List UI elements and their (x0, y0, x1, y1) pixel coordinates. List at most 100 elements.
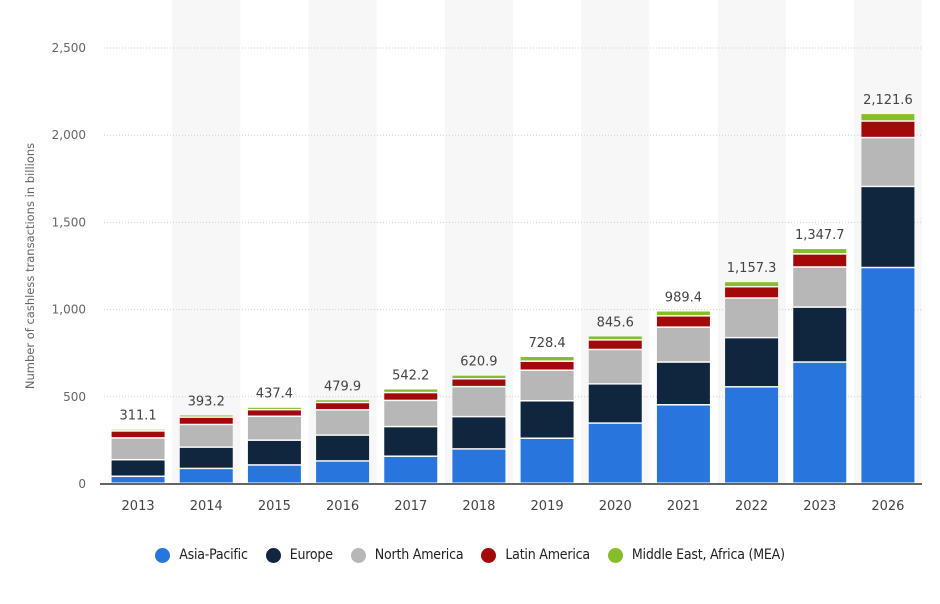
bar-segment (452, 387, 506, 416)
bars (111, 114, 915, 483)
bar-segment (247, 465, 301, 483)
legend-item-asia-pacific[interactable]: Asia-Pacific (155, 547, 248, 563)
y-axis-title: Number of cashless transactions in billi… (23, 143, 37, 389)
bar-segment (725, 287, 779, 298)
bar-segment (656, 311, 710, 316)
bar-segment (316, 403, 370, 410)
x-tick-label: 2017 (394, 499, 427, 514)
x-tick-label: 2016 (326, 499, 359, 514)
legend: Asia-Pacific Europe North America Latin … (0, 547, 940, 563)
bar-segment (111, 438, 165, 459)
x-tick-label: 2022 (735, 499, 768, 514)
legend-item-north-america[interactable]: North America (350, 547, 464, 563)
bar-segment (520, 439, 574, 483)
data-label-total: 1,347.7 (795, 228, 845, 243)
legend-dot-icon (155, 547, 171, 563)
bar-segment (793, 307, 847, 362)
bar-segment (725, 387, 779, 483)
column-band (172, 0, 241, 484)
bar-segment (656, 316, 710, 327)
bar-segment (247, 417, 301, 440)
x-axis-ticks: 2013 2014 2015 2016 2017 2018 2019 2020 2021 2022… (122, 499, 905, 514)
bar-segment (588, 336, 642, 340)
bar-segment (588, 350, 642, 384)
legend-dot-icon (350, 547, 366, 563)
bar-segment (247, 410, 301, 416)
bar-segment (725, 282, 779, 286)
bar-segment (452, 379, 506, 386)
bar-segment (384, 401, 438, 426)
bar-segment (861, 121, 915, 137)
legend-dot-icon (481, 547, 497, 563)
bar-segment (316, 410, 370, 435)
data-label-total: 2,121.6 (863, 93, 913, 108)
bar-segment (520, 361, 574, 370)
bar-segment (861, 268, 915, 483)
bar-segment (179, 425, 233, 447)
y-tick-label: 2,500 (52, 41, 86, 55)
bar-segment (793, 254, 847, 267)
legend-label: Europe (289, 547, 333, 563)
y-tick-label: 2,000 (52, 128, 86, 142)
bar-segment (179, 447, 233, 468)
x-tick-label: 2014 (190, 499, 223, 514)
x-tick-label: 2021 (667, 499, 700, 514)
x-tick-label: 2026 (871, 499, 904, 514)
bar-segment (725, 298, 779, 337)
bar-segment (452, 375, 506, 379)
bar-segment (793, 362, 847, 483)
legend-label: Latin America (505, 547, 590, 563)
bar-segment (861, 114, 915, 121)
bar-segment (520, 357, 574, 361)
y-axis-ticks: 0 500 1,000 1,500 2,000 2,500 (52, 41, 86, 491)
bar-segment (384, 427, 438, 456)
bar-segment (520, 401, 574, 438)
bar-segment (793, 249, 847, 254)
bar-segment (111, 460, 165, 476)
data-label-total: 620.9 (460, 355, 497, 370)
legend-item-latin-america[interactable]: Latin America (481, 547, 590, 563)
legend-label: Asia-Pacific (179, 547, 248, 563)
gridlines (104, 47, 922, 398)
data-label-total: 542.2 (392, 368, 429, 383)
bar-segment (316, 435, 370, 461)
x-tick-label: 2023 (803, 499, 836, 514)
bar-segment (316, 461, 370, 483)
x-tick-label: 2019 (531, 499, 564, 514)
y-tick-label: 500 (63, 390, 86, 404)
data-label-total: 989.4 (665, 290, 702, 305)
bar-segment (588, 340, 642, 349)
data-label-total: 437.4 (256, 387, 293, 402)
y-tick-label: 1,500 (52, 215, 86, 229)
legend-dot-icon (607, 547, 623, 563)
bar-segment (384, 456, 438, 483)
data-label-total: 479.9 (324, 379, 361, 394)
bar-segment (247, 440, 301, 465)
legend-label: North America (374, 547, 464, 563)
bar-segment (588, 384, 642, 423)
data-label-total: 311.1 (119, 409, 156, 424)
bar-segment (384, 393, 438, 400)
bar-segment (247, 407, 301, 409)
legend-item-mea[interactable]: Middle East, Africa (MEA) (607, 547, 785, 563)
data-label-total: 728.4 (528, 336, 565, 351)
bar-segment (111, 431, 165, 438)
bar-segment (588, 423, 642, 483)
bar-segment (861, 187, 915, 267)
legend-label: Middle East, Africa (MEA) (631, 547, 785, 563)
bar-segment (452, 417, 506, 449)
legend-item-europe[interactable]: Europe (265, 547, 333, 563)
bar-segment (316, 400, 370, 402)
x-tick-label: 2013 (122, 499, 155, 514)
data-label-total: 393.2 (188, 394, 225, 409)
bar-segment (384, 389, 438, 392)
y-tick-label: 0 (78, 477, 86, 491)
bar-segment (452, 449, 506, 483)
bar-segment (179, 469, 233, 483)
x-tick-label: 2018 (462, 499, 495, 514)
y-tick-label: 1,000 (52, 303, 86, 317)
bar-segment (179, 415, 233, 417)
bar-segment (656, 327, 710, 362)
bar-segment (656, 405, 710, 483)
